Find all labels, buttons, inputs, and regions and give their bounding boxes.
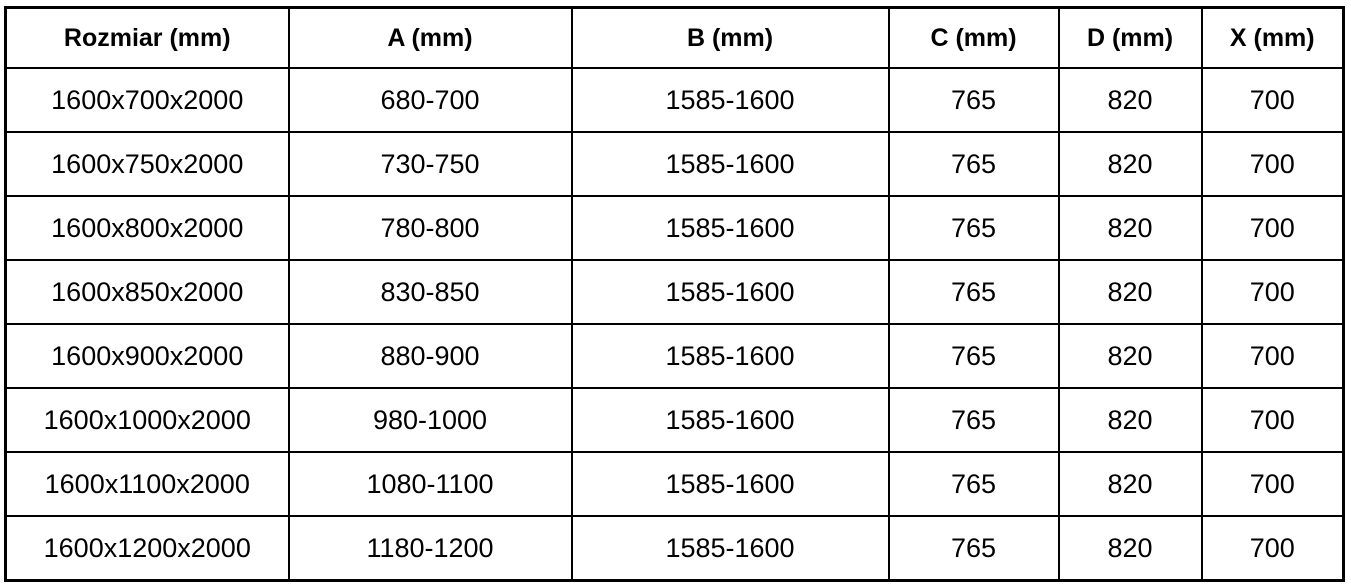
table-cell: 1585-1600 (570, 323, 890, 389)
table-cell: 1600x900x2000 (4, 323, 290, 389)
table-cell: 830-850 (287, 259, 573, 325)
table-cell: 700 (1200, 131, 1345, 197)
table-row: 1600x1100x2000 1080-1100 1585-1600 765 820 70… (4, 451, 1345, 517)
table-cell: 700 (1200, 195, 1345, 261)
table-cell: 820 (1057, 195, 1203, 261)
table-cell: 1600x850x2000 (4, 259, 290, 325)
table-cell: 1600x750x2000 (4, 131, 290, 197)
table-cell: 1585-1600 (570, 195, 890, 261)
table-row: 1600x850x2000 830-850 1585-1600 765 820 700 (4, 259, 1345, 325)
table-cell: 1585-1600 (570, 259, 890, 325)
table-cell: 700 (1200, 387, 1345, 453)
header-d: D (mm) (1057, 6, 1203, 69)
table-cell: 700 (1200, 323, 1345, 389)
table-cell: 1585-1600 (570, 387, 890, 453)
table-cell: 980-1000 (287, 387, 573, 453)
table-cell: 820 (1057, 387, 1203, 453)
table-cell: 1585-1600 (570, 131, 890, 197)
table-cell: 820 (1057, 259, 1203, 325)
table-cell: 820 (1057, 67, 1203, 133)
table-cell: 1080-1100 (287, 451, 573, 517)
header-row: Rozmiar (mm) A (mm) B (mm) C (mm) D (mm)… (4, 6, 1345, 69)
header-x: X (mm) (1200, 6, 1345, 69)
table-cell: 1600x1100x2000 (4, 451, 290, 517)
table-row: 1600x800x2000 780-800 1585-1600 765 820 700 (4, 195, 1345, 261)
table-row: 1600x750x2000 730-750 1585-1600 765 820 700 (4, 131, 1345, 197)
table-cell: 880-900 (287, 323, 573, 389)
table-cell: 1600x800x2000 (4, 195, 290, 261)
table-cell: 1180-1200 (287, 515, 573, 582)
table-cell: 700 (1200, 67, 1345, 133)
table-cell: 820 (1057, 323, 1203, 389)
table-body: 1600x700x2000 680-700 1585-1600 765 820 700 16… (4, 67, 1345, 582)
header-rozmiar: Rozmiar (mm) (4, 6, 290, 69)
table-cell: 765 (887, 259, 1060, 325)
table-cell: 820 (1057, 515, 1203, 582)
table-cell: 700 (1200, 259, 1345, 325)
table-cell: 765 (887, 195, 1060, 261)
header-c: C (mm) (887, 6, 1060, 69)
table-cell: 765 (887, 515, 1060, 582)
size-spec-table: Rozmiar (mm) A (mm) B (mm) C (mm) D (mm)… (4, 6, 1345, 582)
table-cell: 1585-1600 (570, 515, 890, 582)
table-row: 1600x1200x2000 1180-1200 1585-1600 765 820 70… (4, 515, 1345, 582)
table-cell: 765 (887, 67, 1060, 133)
table-cell: 1600x1000x2000 (4, 387, 290, 453)
table-cell: 700 (1200, 451, 1345, 517)
table-cell: 765 (887, 387, 1060, 453)
table-cell: 765 (887, 131, 1060, 197)
header-a: A (mm) (287, 6, 573, 69)
table-cell: 700 (1200, 515, 1345, 582)
table-cell: 1600x700x2000 (4, 67, 290, 133)
table-cell: 780-800 (287, 195, 573, 261)
header-b: B (mm) (570, 6, 890, 69)
table-cell: 820 (1057, 131, 1203, 197)
table-cell: 1585-1600 (570, 67, 890, 133)
table-cell: 765 (887, 451, 1060, 517)
table-cell: 1585-1600 (570, 451, 890, 517)
table-cell: 765 (887, 323, 1060, 389)
table-cell: 1600x1200x2000 (4, 515, 290, 582)
table-row: 1600x900x2000 880-900 1585-1600 765 820 700 (4, 323, 1345, 389)
table-cell: 730-750 (287, 131, 573, 197)
table-cell: 680-700 (287, 67, 573, 133)
table-cell: 820 (1057, 451, 1203, 517)
table-row: 1600x700x2000 680-700 1585-1600 765 820 700 (4, 67, 1345, 133)
table-row: 1600x1000x2000 980-1000 1585-1600 765 820 700 (4, 387, 1345, 453)
